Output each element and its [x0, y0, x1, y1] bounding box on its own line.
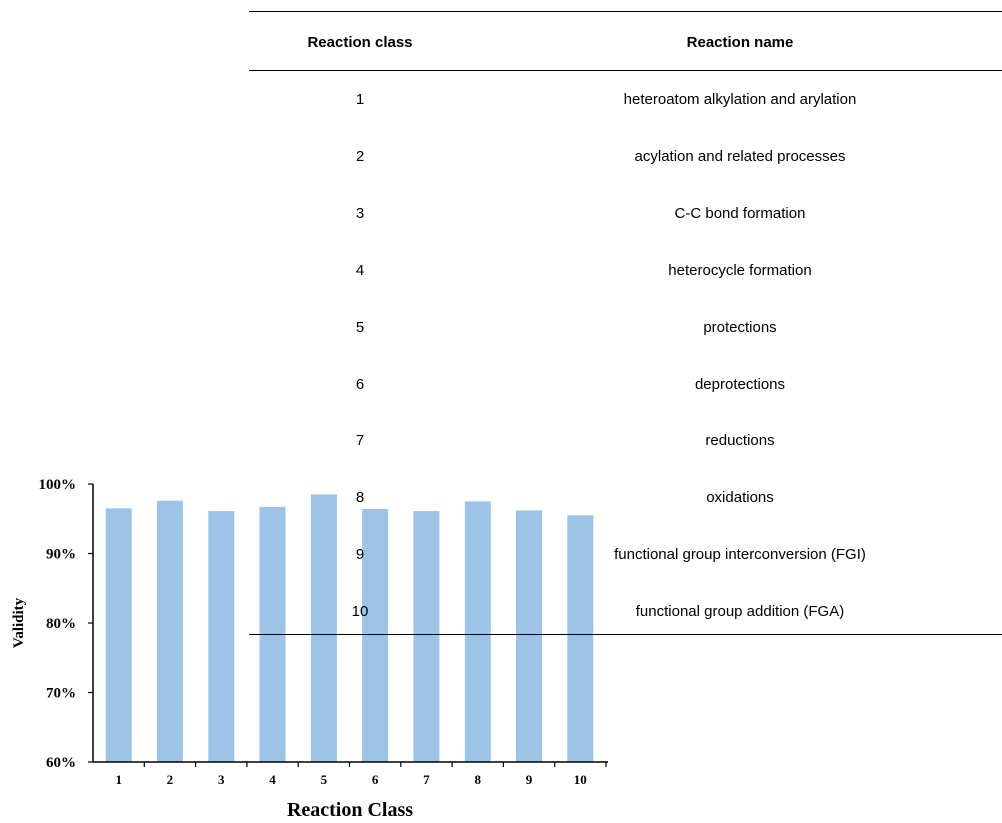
bar-class-10: [567, 515, 594, 762]
y-tick-label: 100%: [39, 477, 77, 493]
x-tick-label: 9: [526, 772, 533, 787]
x-tick-label: 7: [423, 772, 430, 787]
bar-class-7: [413, 511, 440, 762]
bar-class-5: [310, 494, 337, 762]
x-tick-label: 10: [574, 772, 587, 787]
y-tick-label: 80%: [46, 616, 76, 632]
x-tick-label: 2: [167, 772, 174, 787]
bar-class-2: [156, 500, 183, 762]
x-ticks-group: 1 2 3 4 5 6 7 8 9 10: [115, 762, 607, 787]
bar-class-4: [259, 506, 286, 762]
x-tick-label: 5: [321, 772, 328, 787]
bar-class-9: [516, 510, 542, 762]
y-axis-title: Validity: [11, 597, 27, 648]
x-axis-title: Reaction Class: [287, 799, 413, 821]
x-tick-label: 3: [218, 772, 225, 787]
x-tick-label: 4: [269, 772, 276, 787]
x-tick-label: 1: [115, 772, 122, 787]
x-tick-label: 6: [372, 772, 379, 787]
x-tick-label: 8: [475, 772, 482, 787]
y-tick-label: 90%: [46, 547, 76, 563]
y-tick-label: 70%: [46, 686, 76, 702]
bar-class-8: [464, 501, 491, 762]
bar-class-1: [105, 508, 132, 762]
y-ticks-group: 60% 70% 80% 90% 100%: [39, 477, 93, 771]
y-tick-label: 60%: [46, 755, 76, 771]
bar-class-6: [362, 509, 389, 762]
bar-class-3: [208, 511, 235, 762]
bars-group: [105, 494, 594, 762]
